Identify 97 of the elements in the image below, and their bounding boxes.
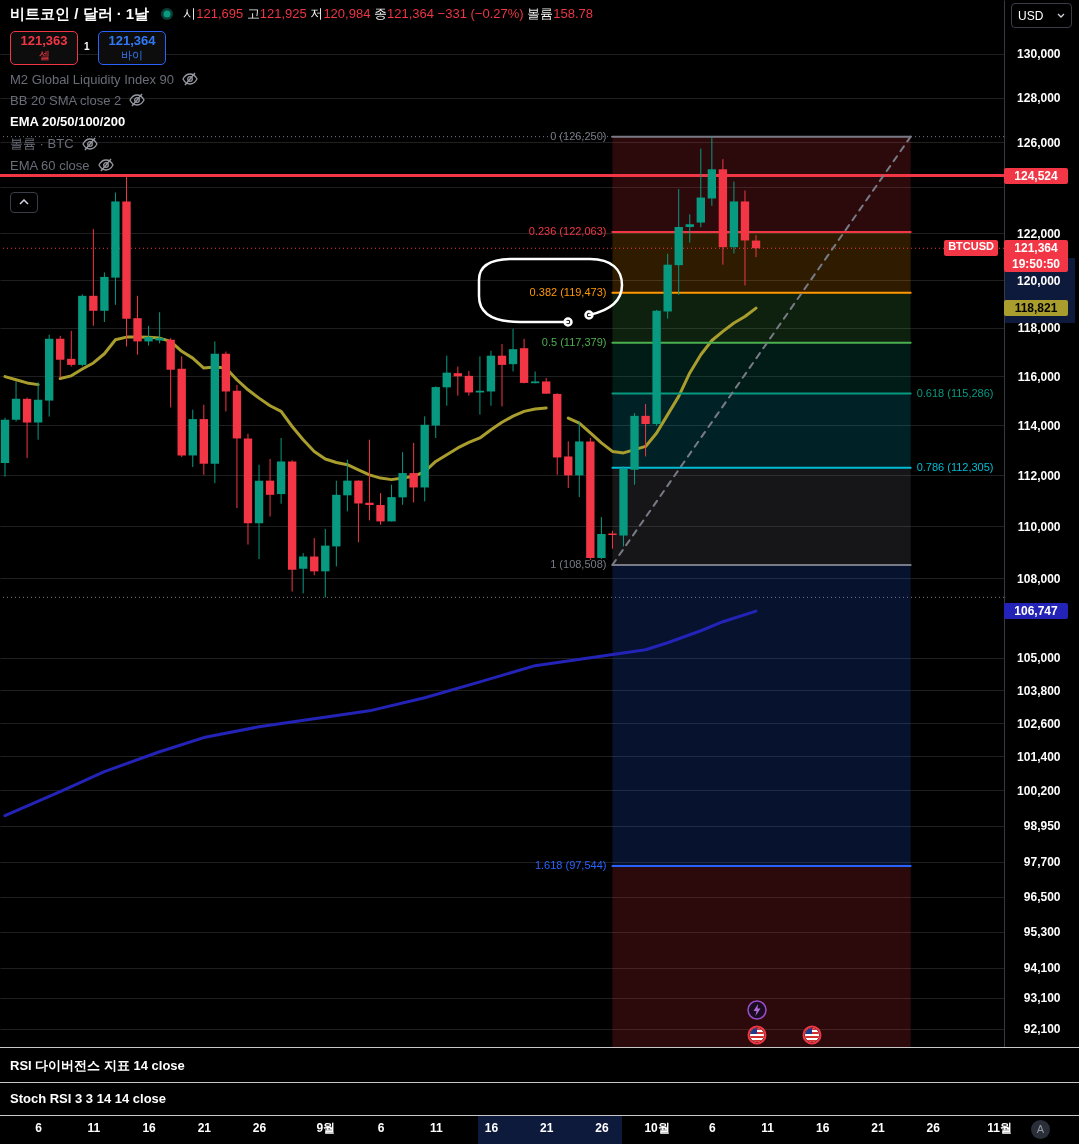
candlestick bbox=[564, 440, 573, 489]
ref-line-label: 121,364 bbox=[1013, 240, 1059, 257]
annotation: 볼륨 · BTC bbox=[10, 135, 74, 153]
series-label: 1 (108,508) bbox=[550, 557, 607, 570]
y-tick-label: 100,200 bbox=[1017, 783, 1061, 798]
candlestick bbox=[343, 459, 352, 512]
text: Stoch RSI 3 3 14 14 close bbox=[10, 1091, 167, 1107]
y-tick-label: 112,000 bbox=[1017, 468, 1061, 483]
y-tick-label: 110,000 bbox=[1017, 519, 1061, 534]
candlestick bbox=[365, 439, 374, 521]
series-label: 0.382 (119,473) bbox=[529, 285, 607, 298]
candlestick bbox=[376, 492, 385, 526]
y-tick-label: 103,800 bbox=[1017, 683, 1061, 698]
candlestick bbox=[33, 381, 43, 441]
candlestick bbox=[530, 370, 540, 384]
x-tick-label: 21 bbox=[540, 1120, 554, 1135]
y-tick-label: 116,000 bbox=[1017, 369, 1061, 384]
x-tick-label: 6 bbox=[377, 1120, 385, 1135]
y-tick-label: 98,950 bbox=[1023, 819, 1061, 834]
annotation: EMA 60 close bbox=[10, 157, 90, 173]
candlestick bbox=[464, 370, 474, 397]
text: RSI 다이버전스 지표 14 close bbox=[10, 1057, 185, 1073]
y-tick-label: 118,000 bbox=[1017, 321, 1061, 336]
series-label: 0.618 (115,286) bbox=[916, 386, 994, 399]
series-label: 1.618 (97,544) bbox=[534, 859, 607, 872]
candlestick bbox=[299, 552, 308, 594]
y-tick-label: 102,600 bbox=[1017, 716, 1061, 731]
candlestick bbox=[409, 442, 418, 503]
candlestick bbox=[11, 380, 21, 423]
y-tick-label: 105,000 bbox=[1017, 651, 1061, 666]
x-tick-label: 21 bbox=[871, 1120, 886, 1135]
x-tick-label: 16 bbox=[484, 1120, 499, 1135]
x-tick-label: 10월 bbox=[644, 1120, 670, 1135]
y-tick-label: 94,100 bbox=[1023, 961, 1061, 976]
y-tick-label: 128,000 bbox=[1017, 91, 1061, 106]
x-tick-label: 11 bbox=[429, 1120, 443, 1135]
series-label: 0.5 (117,379) bbox=[541, 335, 607, 348]
candlestick bbox=[133, 295, 142, 356]
annotation: BTCUSD bbox=[944, 240, 998, 257]
annotation: 1 bbox=[84, 41, 90, 52]
x-tick-label: 6 bbox=[35, 1120, 43, 1135]
x-tick-label: 11 bbox=[87, 1120, 101, 1135]
y-tick-label: 122,000 bbox=[1017, 226, 1061, 241]
candlestick bbox=[67, 330, 76, 368]
series-label: 0.786 (112,305) bbox=[916, 460, 994, 473]
y-tick-label: 130,000 bbox=[1017, 47, 1061, 62]
circle-button: A bbox=[1031, 1120, 1050, 1139]
x-tick-label: 6 bbox=[709, 1120, 716, 1135]
candlestick bbox=[442, 355, 451, 407]
y-tick-label: 93,100 bbox=[1023, 991, 1061, 1006]
candlestick bbox=[608, 530, 617, 550]
text: 시121,695 고121,925 저120,984 종121,364 −331 (−0.27%) 볼륨158.78 bbox=[183, 5, 593, 23]
line-series bbox=[3, 609, 758, 818]
x-tick-label: 9월 bbox=[316, 1120, 336, 1135]
candlestick bbox=[22, 397, 32, 459]
y-tick-label: 96,500 bbox=[1023, 890, 1061, 905]
series-label: 0 (126,250) bbox=[550, 129, 607, 142]
candlestick bbox=[265, 458, 275, 518]
x-tick-label: 16 bbox=[816, 1120, 830, 1135]
y-tick-label: 126,000 bbox=[1017, 135, 1061, 150]
candlestick bbox=[508, 328, 518, 372]
y-tick-label: 101,400 bbox=[1017, 749, 1061, 764]
text: 19:50:50 bbox=[1010, 256, 1061, 273]
y-tick-label: 92,100 bbox=[1023, 1022, 1061, 1037]
x-tick-label: 11 bbox=[761, 1120, 775, 1135]
y-tick-label: 95,300 bbox=[1023, 925, 1061, 940]
annotation: 121,364 bbox=[107, 33, 157, 49]
y-tick-label: 120,000 bbox=[1017, 273, 1061, 288]
annotation: M2 Global Liquidity Index 90 bbox=[10, 71, 175, 87]
candlestick bbox=[354, 479, 363, 543]
x-tick-label: 16 bbox=[142, 1120, 157, 1135]
x-tick-label: 21 bbox=[197, 1120, 212, 1135]
candlestick bbox=[641, 403, 650, 457]
x-tick-label: 11월 bbox=[987, 1120, 1012, 1135]
candlestick bbox=[497, 343, 507, 407]
dropdown-box: USD bbox=[1011, 3, 1072, 28]
text: 106,747 bbox=[1004, 603, 1068, 620]
y-tick-label: 114,000 bbox=[1017, 418, 1061, 433]
x-tick-label: 26 bbox=[252, 1120, 267, 1135]
candlestick bbox=[685, 213, 694, 244]
y-tick-label: 97,700 bbox=[1023, 855, 1061, 870]
ref-line-label: 124,524 bbox=[1004, 167, 1068, 184]
text: 118,821 bbox=[1004, 300, 1068, 317]
x-tick-label: 26 bbox=[595, 1120, 609, 1135]
candlestick bbox=[56, 335, 65, 379]
chart-title: 비트코인 / 달러 · 1날 bbox=[10, 4, 150, 24]
annotation: 121,363 bbox=[19, 33, 69, 49]
annotation: EMA 20/50/100/200 bbox=[10, 113, 126, 129]
y-tick-label: 108,000 bbox=[1017, 571, 1061, 586]
candlestick bbox=[155, 311, 164, 344]
candlestick bbox=[144, 325, 153, 347]
x-tick-label: 26 bbox=[926, 1120, 941, 1135]
candlestick bbox=[310, 537, 319, 576]
annotation: BB 20 SMA close 2 bbox=[10, 92, 122, 108]
series-label: 0.236 (122,063) bbox=[528, 225, 607, 238]
annotation: 바이 bbox=[120, 49, 144, 62]
annotation: 셀 bbox=[37, 49, 51, 62]
